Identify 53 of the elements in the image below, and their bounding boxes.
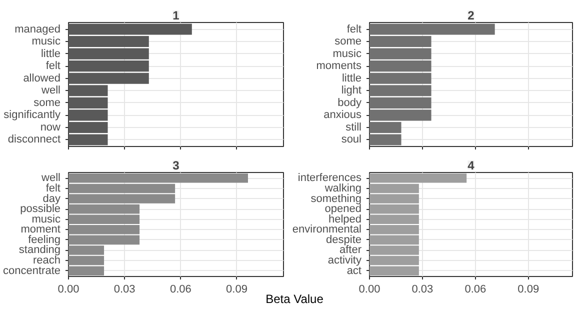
y-tick-label: felt [46, 182, 61, 194]
chart-title: 2 [468, 8, 475, 22]
y-tick-label: now [40, 121, 61, 134]
chart-title: 1 [172, 8, 180, 22]
y-tick-label: allowed [23, 72, 61, 84]
x-tick-label: 0.09 [518, 284, 540, 296]
y-tick-label: little [40, 48, 60, 60]
y-tick-label: possible [20, 203, 60, 216]
y-tick-label: interferences [298, 172, 362, 184]
x-tick-label: 0.03 [114, 284, 136, 296]
y-tick-label: soul [341, 134, 362, 146]
chart-title: 4 [468, 158, 475, 172]
y-tick-label: moment [20, 224, 61, 236]
y-tick-label: walking [324, 182, 362, 194]
y-tick-label: act [346, 264, 362, 277]
x-tick-label: 0.06 [464, 284, 486, 296]
y-tick-label: something [310, 192, 362, 205]
y-tick-label: reach [32, 254, 61, 267]
y-tick-label: environmental [292, 224, 362, 236]
y-tick-label: concentrate [3, 264, 61, 277]
x-tick-label: 0.06 [170, 284, 192, 296]
y-tick-label: anxious [324, 109, 362, 122]
y-tick-label: despite [326, 234, 362, 246]
y-tick-label: after [339, 244, 362, 256]
y-tick-label: music [32, 213, 61, 226]
x-tick-label: 0.00 [358, 284, 380, 296]
y-tick-label: managed [14, 23, 61, 36]
y-tick-label: some [334, 36, 362, 48]
y-tick-label: felt [46, 60, 61, 72]
y-tick-label: day [42, 192, 61, 205]
y-tick-label: moments [316, 60, 362, 72]
y-tick-label: light [341, 84, 362, 97]
y-tick-label: music [332, 48, 362, 60]
y-tick-label: still [346, 121, 362, 134]
y-tick-label: well [40, 172, 61, 184]
y-tick-label: little [342, 72, 362, 84]
x-tick-label: 0.03 [412, 284, 434, 296]
y-tick-label: feeling [28, 234, 61, 246]
y-tick-label: activity [328, 254, 362, 267]
y-tick-label: disconnect [8, 134, 61, 146]
x-tick-label: 0.09 [226, 284, 248, 296]
y-tick-label: well [40, 84, 61, 97]
chart-title: 3 [172, 158, 180, 172]
y-tick-label: felt [346, 23, 362, 36]
x-tick-label: 0.00 [58, 284, 80, 296]
x-axis-title: Beta Value [266, 291, 324, 308]
y-tick-label: some [34, 96, 61, 109]
y-tick-label: opened [324, 203, 362, 216]
y-tick-label: body [338, 96, 362, 109]
y-tick-label: helped [328, 213, 362, 226]
y-tick-label: standing [18, 244, 61, 256]
y-tick-label: significantly [4, 109, 61, 122]
y-tick-label: music [32, 36, 61, 48]
